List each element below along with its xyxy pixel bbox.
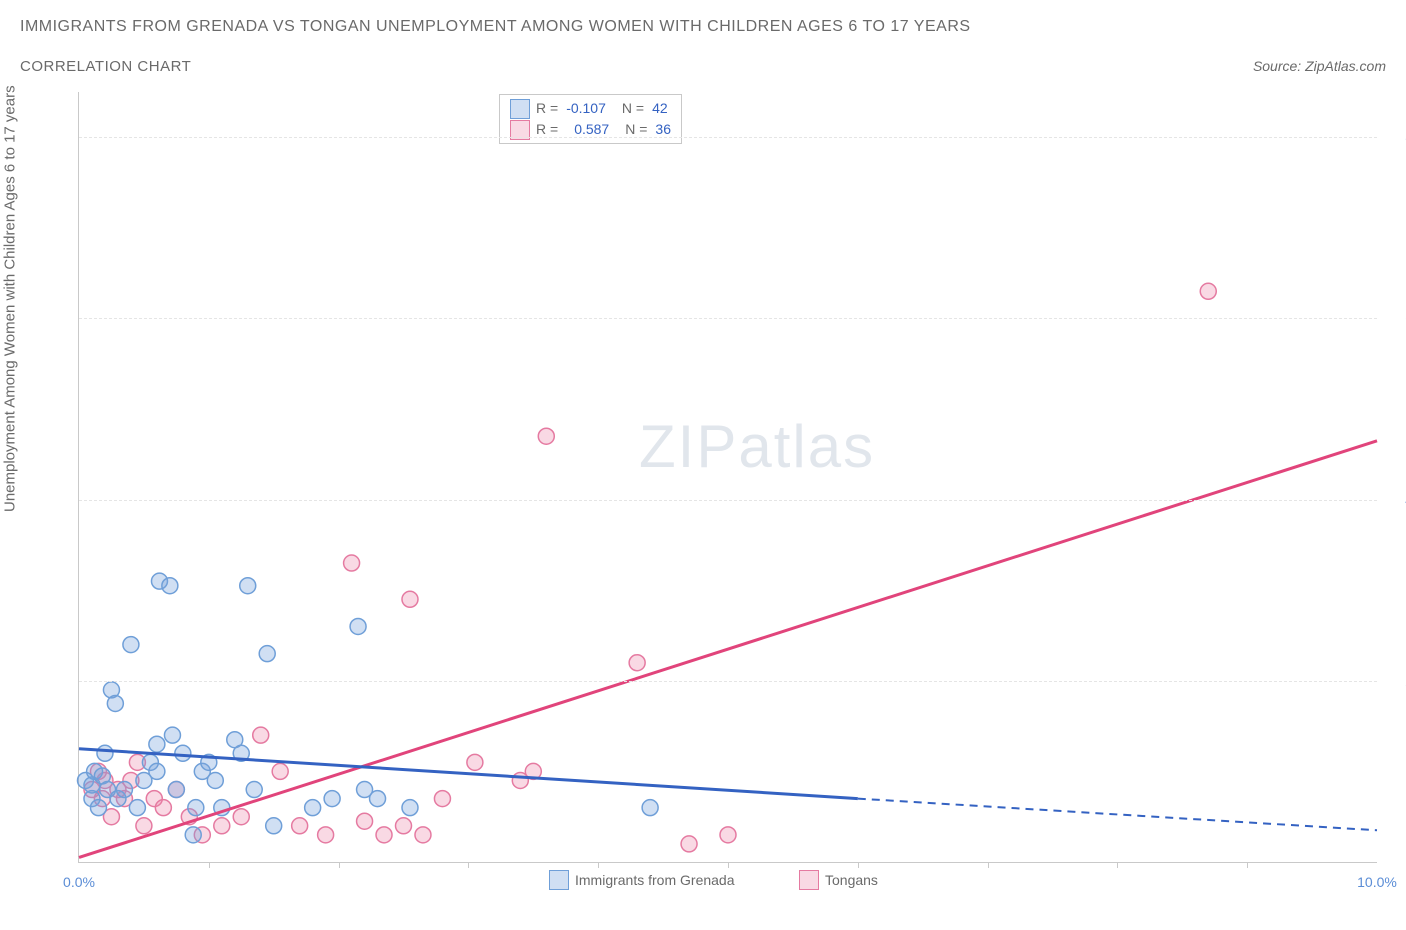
gridline (79, 681, 1377, 682)
x-tick (339, 862, 340, 868)
legend-grenada: Immigrants from Grenada (549, 870, 735, 890)
chart-subtitle: CORRELATION CHART (20, 58, 191, 75)
swatch-grenada (510, 99, 530, 119)
x-tick (988, 862, 989, 868)
chart-container: Unemployment Among Women with Children A… (20, 92, 1386, 892)
x-tick (468, 862, 469, 868)
plot-svg (79, 92, 1377, 862)
legend-swatch-tongans (799, 870, 819, 890)
chart-title: IMMIGRANTS FROM GRENADA VS TONGAN UNEMPL… (20, 18, 971, 36)
x-tick (598, 862, 599, 868)
gridline (79, 500, 1377, 501)
x-tick-label: 0.0% (63, 874, 95, 890)
x-tick (858, 862, 859, 868)
legend-swatch-grenada (549, 870, 569, 890)
legend-label-tongans: Tongans (825, 872, 878, 888)
plot-area: ZIPatlas R = -0.107 N = 42 R = 0.587 N =… (78, 92, 1377, 863)
x-tick (728, 862, 729, 868)
x-tick (1117, 862, 1118, 868)
gridline (79, 318, 1377, 319)
x-tick (209, 862, 210, 868)
gridline (79, 137, 1377, 138)
corr-row-grenada: R = -0.107 N = 42 (510, 98, 671, 119)
source-attribution: Source: ZipAtlas.com (1253, 58, 1386, 74)
legend-tongans: Tongans (799, 870, 878, 890)
legend-label-grenada: Immigrants from Grenada (575, 872, 735, 888)
x-tick (1247, 862, 1248, 868)
y-axis-label: Unemployment Among Women with Children A… (2, 85, 19, 512)
x-tick-label: 10.0% (1357, 874, 1397, 890)
